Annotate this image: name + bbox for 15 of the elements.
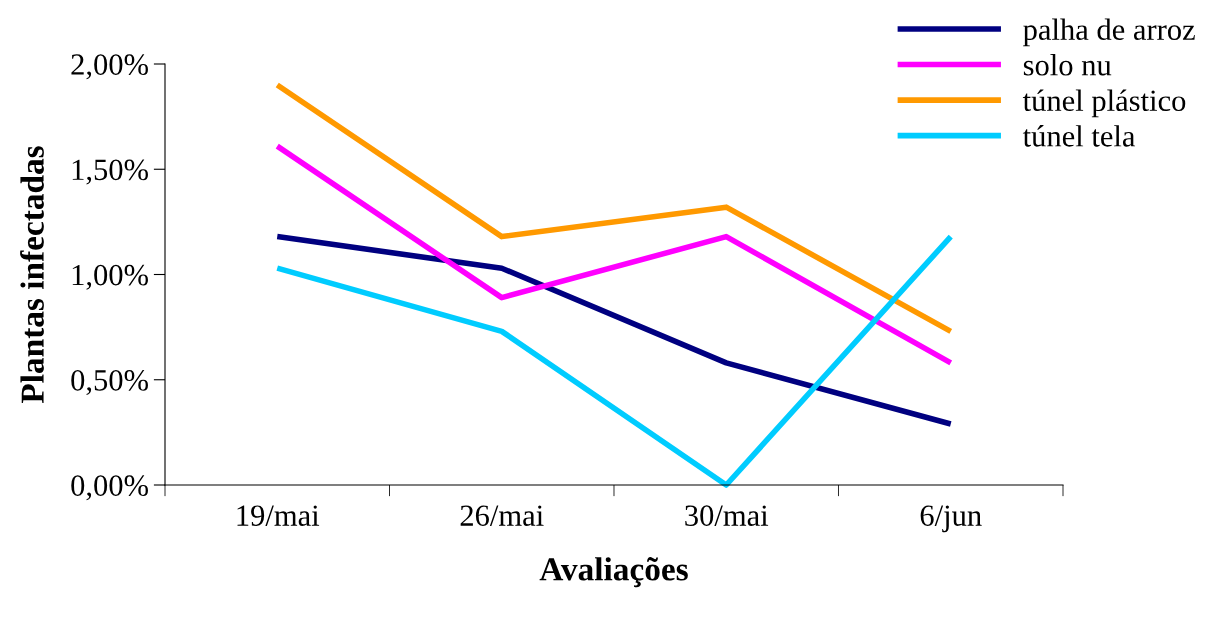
x-tick-label: 26/mai xyxy=(460,505,544,526)
y-tick-label: 1,50% xyxy=(72,159,148,185)
y-tick-label: 0,00% xyxy=(71,475,148,501)
legend-label: túnel tela xyxy=(1022,125,1136,147)
x-axis-title: Avaliações xyxy=(539,557,688,588)
y-tick-label: 1,00% xyxy=(72,264,148,290)
x-tick-label: 6/jun xyxy=(920,505,982,533)
y-axis-title: Plantas infectadas xyxy=(20,146,44,404)
y-tick-label: 2,00% xyxy=(71,54,148,80)
legend-label: túnel plástico xyxy=(1022,89,1186,118)
y-tick-label: 0,50% xyxy=(71,370,148,396)
x-tick-label: 30/mai xyxy=(685,505,769,526)
legend-label: solo nu xyxy=(1023,54,1112,76)
legend-label: palha de arroz xyxy=(1023,18,1195,47)
x-tick-label: 19/mai xyxy=(237,505,320,526)
